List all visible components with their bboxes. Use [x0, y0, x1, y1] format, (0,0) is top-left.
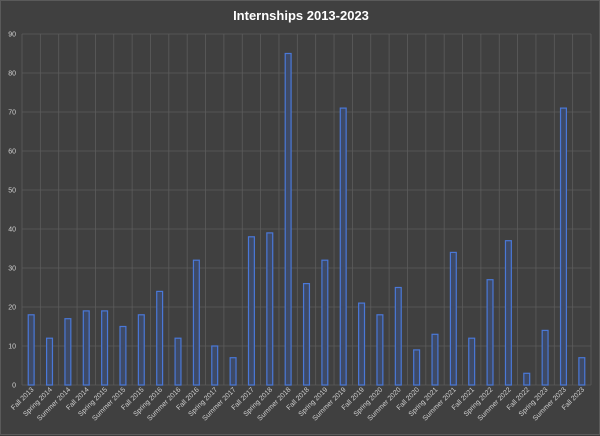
- bar: [174, 337, 182, 386]
- y-tick-label: 40: [8, 227, 16, 234]
- bar: [504, 240, 512, 386]
- bar: [302, 283, 311, 386]
- bar: [82, 310, 90, 386]
- bar: [284, 52, 292, 386]
- y-tick-label: 30: [8, 266, 16, 273]
- bar: [523, 372, 531, 386]
- bar: [541, 329, 549, 386]
- y-tick-label: 20: [8, 305, 16, 312]
- bar: [468, 337, 476, 386]
- y-axis-ticks: 0 10 20 30 40 50 60 70 80 90: [8, 32, 16, 390]
- bar: [64, 318, 72, 386]
- bar: [486, 279, 494, 386]
- bar: [119, 325, 127, 386]
- chart-title: Internships 2013-2023: [233, 8, 369, 23]
- y-tick-label: 10: [8, 344, 16, 351]
- bar: [431, 333, 439, 386]
- bar: [45, 337, 54, 386]
- bar: [101, 310, 109, 386]
- bar: [449, 251, 457, 386]
- bar: [376, 314, 384, 386]
- bars: [27, 52, 586, 386]
- bar: [229, 357, 237, 386]
- bar: [559, 107, 568, 386]
- bar: [394, 286, 402, 386]
- y-tick-label: 80: [8, 71, 16, 78]
- bar: [156, 290, 164, 386]
- bar: [27, 314, 35, 386]
- y-tick-label: 50: [8, 188, 16, 195]
- bar: [247, 236, 255, 386]
- y-tick-label: 70: [8, 110, 16, 117]
- y-tick-label: 60: [8, 149, 16, 156]
- y-tick-label: 90: [8, 32, 16, 39]
- bar: [358, 302, 366, 386]
- bar: [321, 259, 329, 386]
- bar: [192, 259, 200, 386]
- gridlines: [21, 33, 592, 386]
- bar: [266, 232, 274, 386]
- bar: [137, 314, 145, 386]
- bar: [211, 345, 219, 386]
- bar: [578, 357, 586, 386]
- y-tick-label: 0: [12, 383, 16, 390]
- bar: [339, 107, 347, 386]
- bar: [413, 349, 421, 386]
